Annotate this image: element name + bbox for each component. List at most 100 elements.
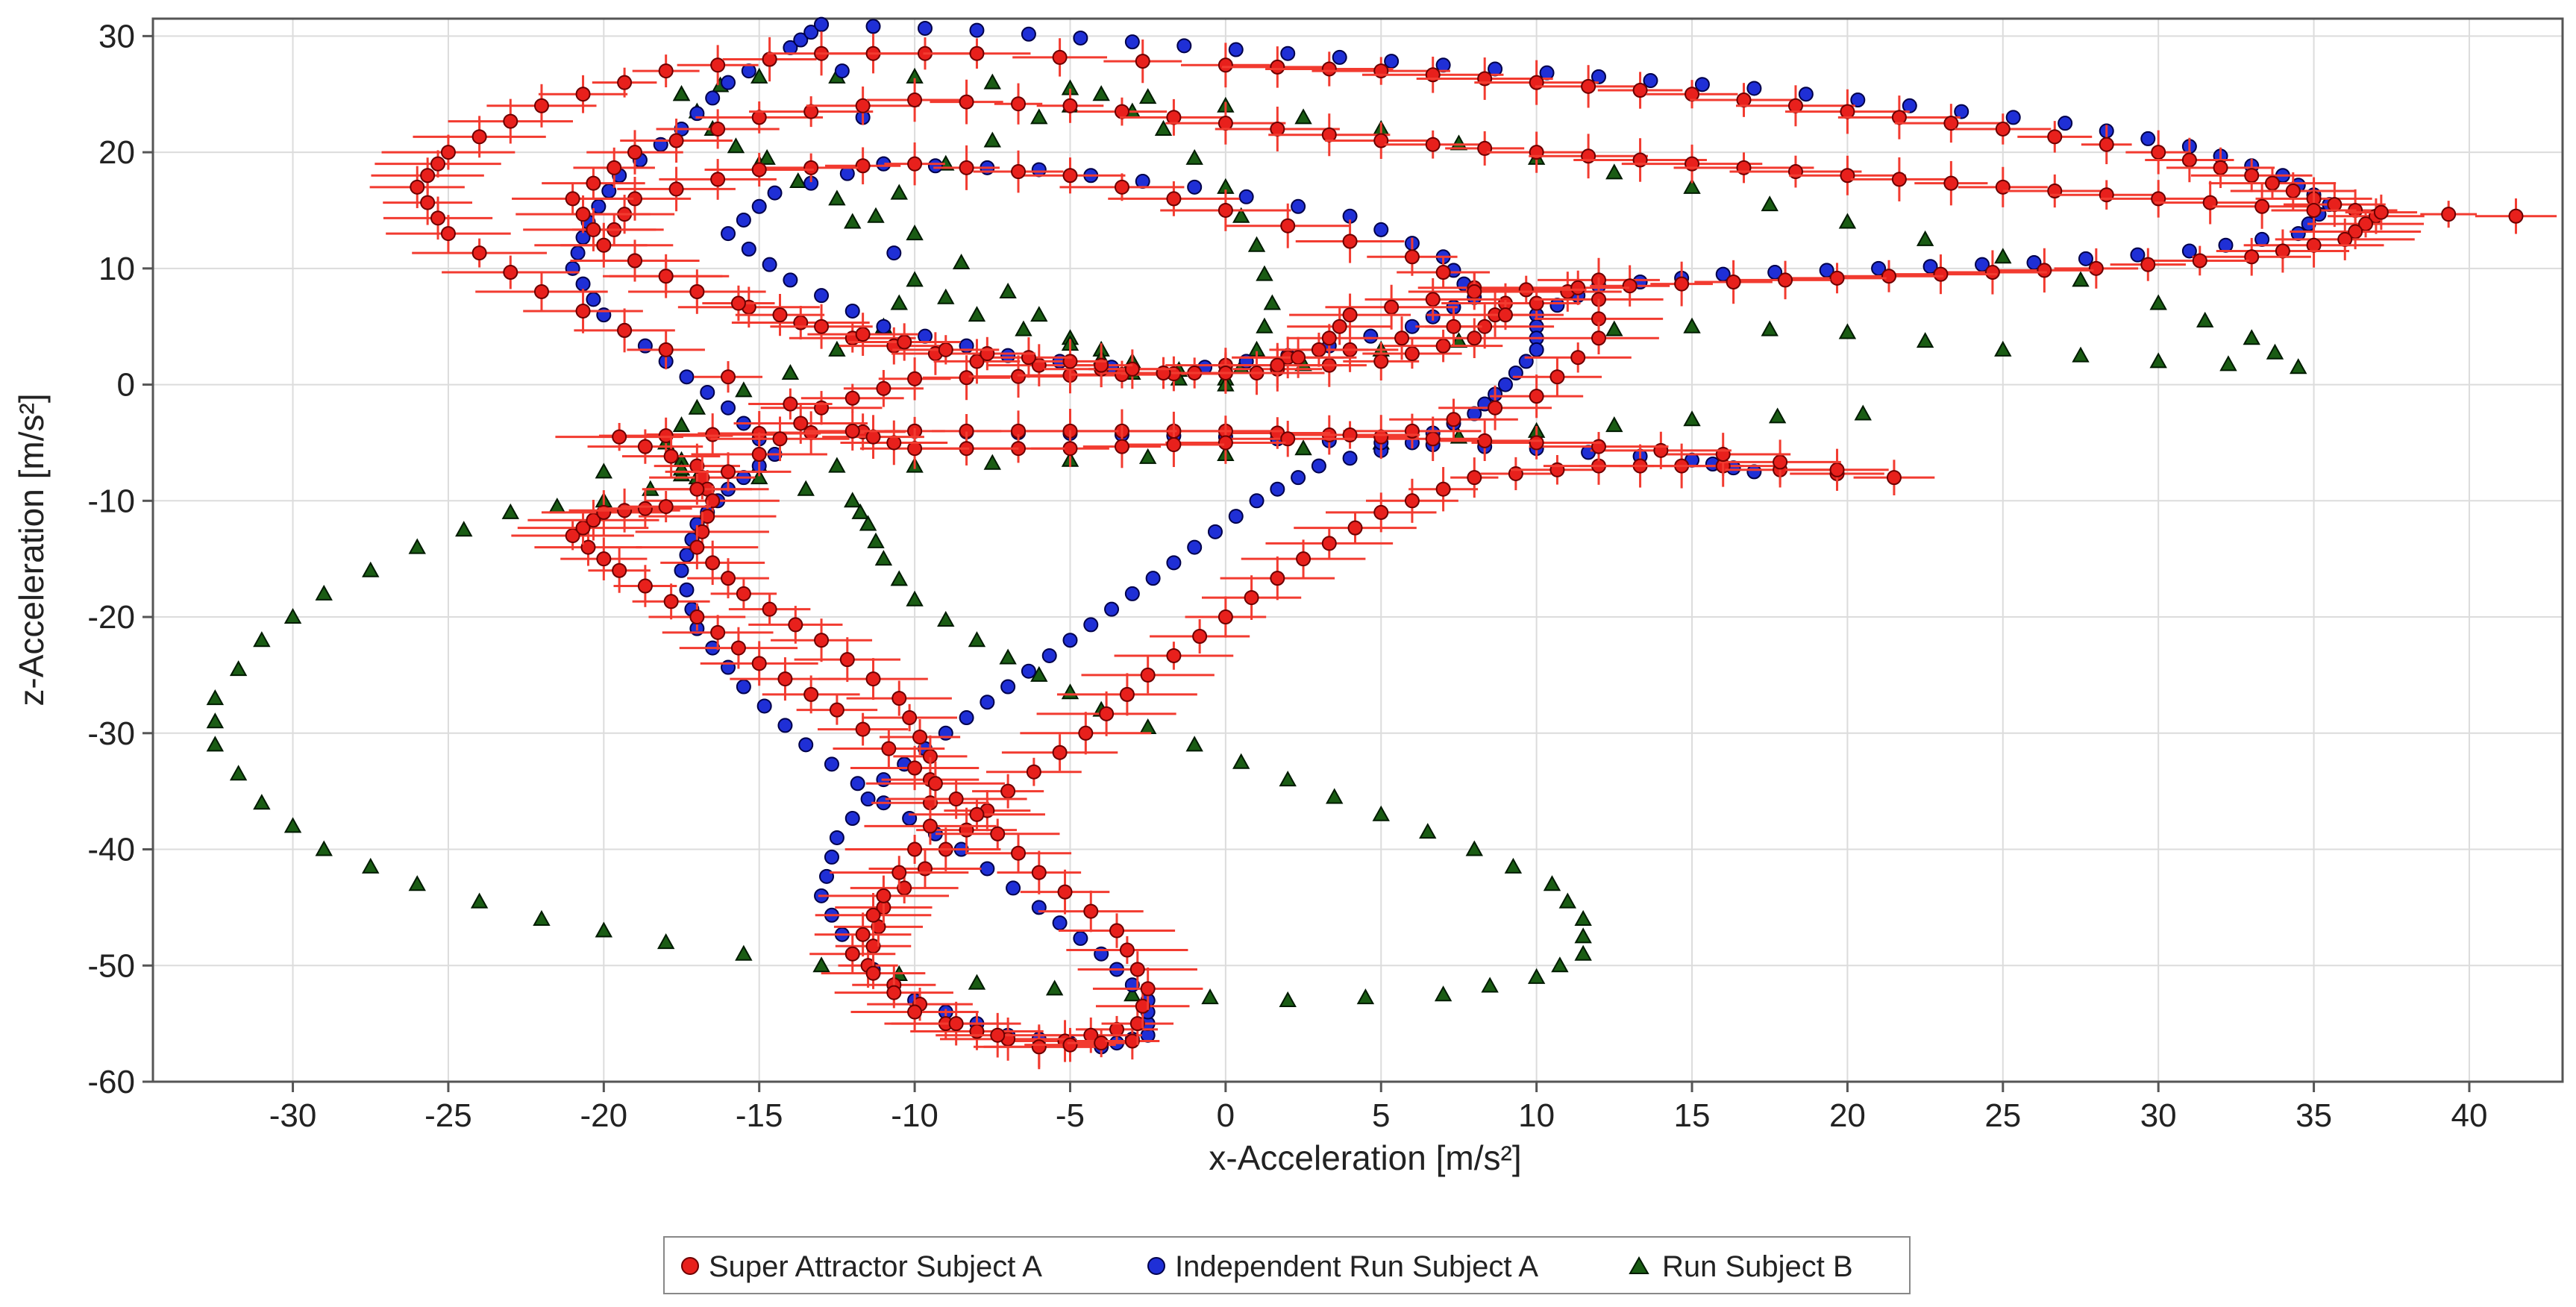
data-point bbox=[700, 384, 715, 400]
data-point bbox=[617, 322, 633, 338]
data-point bbox=[1768, 407, 1787, 424]
data-point bbox=[983, 73, 1001, 90]
data-point bbox=[959, 160, 974, 175]
data-point bbox=[736, 212, 751, 228]
data-point bbox=[829, 830, 844, 845]
x-tick-label: 35 bbox=[2295, 1097, 2332, 1134]
data-point bbox=[781, 363, 800, 380]
legend-label-run-subject-b: Run Subject B bbox=[1662, 1250, 1853, 1283]
data-point bbox=[1256, 317, 1273, 333]
legend-item-super-attractor: Super Attractor Subject A bbox=[681, 1250, 1042, 1283]
data-point bbox=[710, 172, 726, 187]
data-point bbox=[937, 610, 955, 627]
data-point bbox=[1674, 276, 1690, 292]
data-point bbox=[679, 369, 695, 385]
data-point bbox=[695, 524, 710, 539]
data-point bbox=[1549, 369, 1565, 385]
data-point bbox=[1543, 875, 1561, 891]
y-tick-label: 0 bbox=[117, 367, 135, 404]
legend-marker-super-attractor bbox=[681, 1257, 699, 1275]
data-point bbox=[2151, 145, 2166, 160]
data-point bbox=[855, 327, 871, 342]
data-point bbox=[2181, 152, 2197, 168]
data-point bbox=[762, 601, 777, 617]
data-point bbox=[637, 501, 653, 516]
data-point bbox=[658, 428, 674, 444]
data-point bbox=[1140, 667, 1156, 683]
x-tick-label: 10 bbox=[1518, 1097, 1555, 1134]
data-point bbox=[1026, 764, 1041, 780]
data-point bbox=[834, 63, 850, 79]
data-point bbox=[844, 492, 862, 508]
data-point bbox=[969, 46, 985, 61]
data-point bbox=[788, 617, 803, 633]
data-point bbox=[1062, 98, 1078, 113]
data-point bbox=[1321, 61, 1337, 77]
data-point bbox=[1943, 116, 1959, 131]
data-point bbox=[283, 607, 302, 624]
data-point bbox=[793, 416, 809, 431]
data-point bbox=[1311, 342, 1326, 357]
data-point bbox=[828, 457, 846, 473]
data-point bbox=[408, 875, 426, 891]
data-point bbox=[1321, 536, 1337, 551]
data-point bbox=[750, 468, 768, 485]
data-point bbox=[689, 539, 705, 555]
data-point bbox=[1041, 648, 1057, 663]
data-point bbox=[1683, 178, 1701, 194]
data-point bbox=[1166, 437, 1182, 453]
data-point bbox=[1279, 991, 1297, 1007]
data-point bbox=[1481, 977, 1499, 993]
data-point bbox=[705, 555, 721, 571]
data-point bbox=[1829, 462, 1845, 477]
data-point bbox=[2149, 352, 2167, 369]
data-point bbox=[1373, 222, 1389, 237]
data-point bbox=[1129, 1016, 1145, 1032]
data-point bbox=[1450, 332, 1468, 348]
data-point bbox=[1467, 470, 1482, 486]
data-point bbox=[1238, 189, 1254, 204]
data-point bbox=[1207, 524, 1223, 539]
data-point bbox=[730, 640, 746, 656]
data-point bbox=[229, 660, 248, 677]
data-point bbox=[1372, 805, 1390, 821]
data-point bbox=[253, 631, 271, 648]
data-point bbox=[2243, 329, 2260, 345]
data-point bbox=[1280, 46, 1296, 61]
data-point bbox=[730, 295, 746, 311]
data-point bbox=[206, 736, 225, 752]
data-point bbox=[1045, 980, 1064, 996]
data-point bbox=[983, 131, 1001, 148]
data-point bbox=[1332, 319, 1347, 334]
data-point bbox=[1435, 265, 1451, 280]
data-point bbox=[1446, 412, 1461, 427]
data-point bbox=[440, 145, 456, 160]
data-point bbox=[906, 225, 924, 241]
data-point bbox=[1114, 439, 1129, 454]
data-point bbox=[2140, 131, 2156, 146]
data-point bbox=[1062, 441, 1078, 457]
data-point bbox=[735, 944, 753, 961]
data-point bbox=[700, 509, 715, 524]
data-point bbox=[2244, 168, 2260, 184]
data-point bbox=[710, 624, 726, 640]
data-point bbox=[1124, 586, 1140, 601]
data-point bbox=[927, 158, 943, 174]
data-point bbox=[1570, 280, 1586, 295]
data-point bbox=[927, 776, 943, 792]
data-point bbox=[2254, 198, 2270, 214]
data-point bbox=[1000, 783, 1016, 799]
data-point bbox=[1291, 350, 1306, 366]
data-point bbox=[1591, 330, 1606, 346]
data-point bbox=[672, 416, 691, 433]
data-point bbox=[1465, 840, 1483, 856]
data-point bbox=[886, 245, 902, 261]
data-point bbox=[1119, 942, 1135, 958]
data-point bbox=[777, 718, 793, 733]
data-point bbox=[1109, 923, 1124, 938]
data-point bbox=[1228, 42, 1244, 57]
data-point bbox=[736, 586, 751, 601]
data-point bbox=[2181, 243, 2197, 259]
